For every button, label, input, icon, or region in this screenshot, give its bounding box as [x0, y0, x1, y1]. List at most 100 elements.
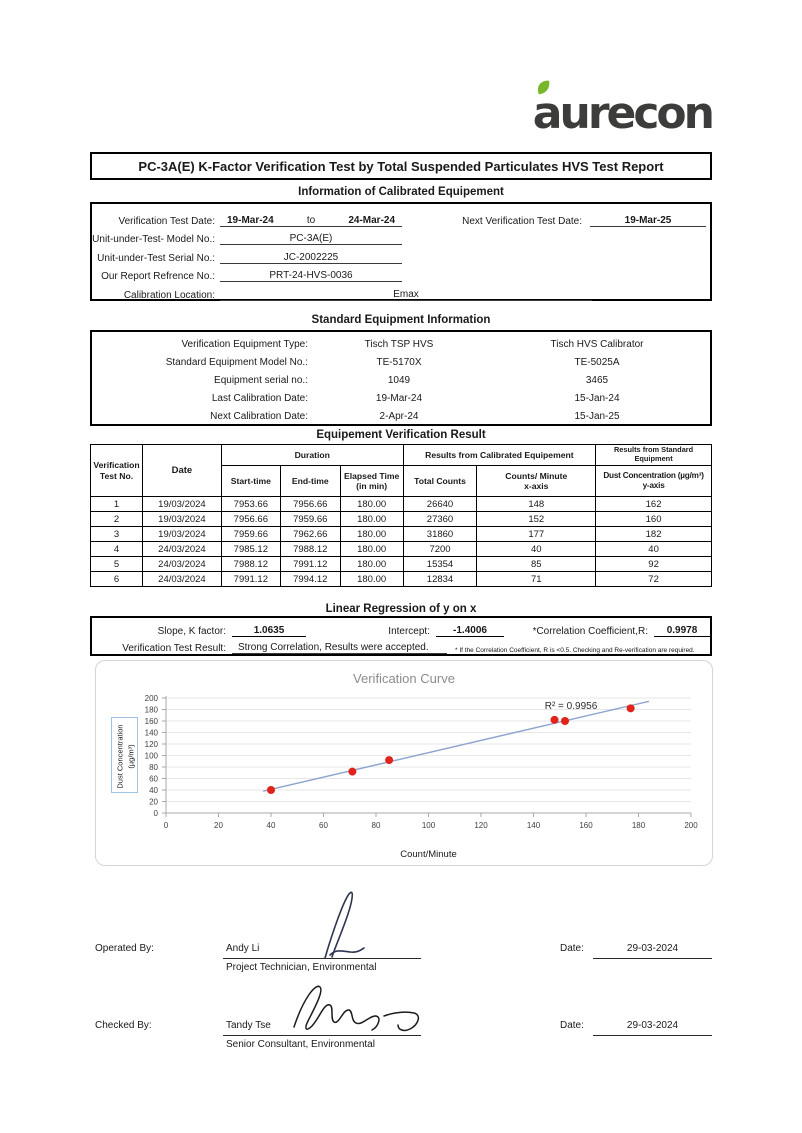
signature-operated	[324, 891, 365, 959]
operated-date-value: 29-03-2024	[626, 943, 679, 954]
date-to: 24-Mar-24	[348, 214, 396, 226]
checked-signature-line	[223, 1035, 421, 1036]
serial-label: Unit-under-Test Serial No.:	[97, 252, 215, 264]
cell: 7956.66	[220, 511, 281, 527]
info-box: Verification Test Date: 19-Mar-24 to 24-…	[90, 202, 712, 301]
col-header-calibrated: Results from Calibrated Equipement	[402, 444, 597, 466]
std-label: Next Calibration Date:	[210, 410, 308, 422]
col-header-end: End-time	[279, 465, 341, 497]
cell: 27360	[402, 511, 478, 527]
std-row: Next Calibration Date: 2-Apr-24 15-Jan-2…	[92, 407, 710, 425]
x-axis-label: Count/Minute	[400, 849, 457, 860]
standard-equipment-box: Verification Equipment Type: Tisch TSP H…	[90, 330, 712, 426]
data-point	[550, 715, 559, 724]
data-point	[385, 756, 394, 765]
data-point	[267, 786, 275, 794]
regression-values-row: Slope, K factor: 1.0635 Intercept: -1.40…	[92, 622, 710, 637]
y-tick-label: 140	[145, 728, 159, 737]
std-row: Last Calibration Date: 19-Mar-24 15-Jan-…	[92, 389, 710, 407]
std-row: Equipment serial no.: 1049 3465	[92, 372, 710, 390]
model-label: Unit-under-Test- Model No.:	[92, 234, 215, 245]
next-date-value: 19-Mar-25	[590, 215, 706, 227]
y-tick-label: 120	[145, 740, 159, 749]
cell: 148	[476, 496, 597, 512]
cell: 7962.66	[279, 526, 341, 542]
results-table: Verification Test No. Date Duration Resu…	[90, 444, 712, 587]
test-date-label: Verification Test Date:	[118, 215, 215, 227]
info-row-location: Calibration Location: Emax	[92, 283, 710, 302]
aurecon-logo: aurecon	[533, 78, 715, 144]
col-header-date: Date	[141, 444, 222, 497]
cell: 7991.12	[279, 556, 341, 572]
cell: 31860	[402, 526, 478, 542]
cell: 182	[595, 526, 712, 542]
cell: 180.00	[339, 571, 404, 587]
col-header-test-no: Verification Test No.	[90, 444, 143, 497]
cell: 7953.66	[220, 496, 281, 512]
date-from: 19-Mar-24	[226, 214, 274, 226]
serial-value: JC-2002225	[220, 252, 402, 264]
std-col1: 19-Mar-24	[375, 392, 423, 404]
cell: 24/03/2024	[141, 571, 222, 587]
model-value: PC-3A(E)	[220, 233, 402, 245]
y-tick-label: 80	[149, 763, 158, 772]
col-header-total-counts: Total Counts	[402, 465, 478, 497]
location-value: Emax	[220, 289, 592, 301]
x-tick-label: 200	[684, 821, 698, 830]
next-date-label: Next Verification Test Date:	[462, 215, 582, 227]
info-row-model: Unit-under-Test- Model No.: PC-3A(E)	[92, 228, 710, 247]
cell: 1	[90, 496, 143, 512]
checked-by-label: Checked By:	[95, 1020, 152, 1031]
info-row-report: Our Report Refrence No.: PRT-24-HVS-0036	[92, 265, 710, 284]
report-title: PC-3A(E) K-Factor Verification Test by T…	[90, 152, 712, 180]
slope-value: 1.0635	[232, 625, 306, 637]
std-label: Last Calibration Date:	[211, 392, 308, 404]
cell: 7988.12	[279, 541, 341, 557]
y-tick-label: 60	[149, 774, 158, 783]
cell: 7200	[402, 541, 478, 557]
regression-section-heading: Linear Regression of y on x	[325, 603, 477, 615]
signature-checked	[293, 985, 420, 1032]
x-tick-label: 40	[267, 821, 276, 830]
table-header-row-1: Verification Test No. Date Duration Resu…	[90, 444, 712, 497]
x-tick-label: 140	[527, 821, 541, 830]
cell: 180.00	[339, 511, 404, 527]
chart-plot-area: 0 20 40 60 80 100 120 140 160 180 200 0 20 40 60 80 100 1…	[145, 694, 699, 830]
r-squared-annotation: R² = 0.9956	[544, 701, 598, 712]
result-label: Verification Test Result:	[122, 643, 226, 654]
cell: 71	[476, 571, 597, 587]
x-tick-label: 60	[319, 821, 328, 830]
cell: 19/03/2024	[141, 496, 222, 512]
operated-name: Andy Li	[226, 943, 260, 954]
correlation-label: *Correlation Coefficient,R:	[532, 626, 648, 637]
table-row: 2 19/03/2024 7956.66 7959.66 180.00 27360 152 1…	[90, 511, 712, 527]
cell: 6	[90, 571, 143, 587]
col-header-counts-min: Counts/ Minute x-axis	[476, 465, 597, 497]
cell: 7959.66	[279, 511, 341, 527]
std-label: Verification Equipment Type:	[181, 339, 308, 351]
data-point	[561, 717, 569, 725]
std-label: Equipment serial no.:	[214, 374, 308, 386]
x-tick-label: 20	[214, 821, 223, 830]
correlation-footnote: * If the Correlation Coefficient, R is <…	[455, 647, 695, 654]
cell: 19/03/2024	[141, 511, 222, 527]
col-header-start: Start-time	[220, 465, 281, 497]
info-row-serial: Unit-under-Test Serial No.: JC-2002225	[92, 246, 710, 265]
intercept-label: Intercept:	[388, 626, 430, 637]
regression-box: Slope, K factor: 1.0635 Intercept: -1.40…	[90, 616, 712, 656]
test-date-range: 19-Mar-24 to 24-Mar-24	[220, 215, 402, 227]
cell: 72	[595, 571, 712, 587]
cell: 7991.12	[220, 571, 281, 587]
col-header-standard: Results from Standard Equipment	[595, 444, 712, 466]
location-label: Calibration Location:	[123, 289, 215, 301]
cell: 40	[595, 541, 712, 557]
col-header-duration: Duration	[220, 444, 404, 466]
std-col1: 2-Apr-24	[379, 410, 419, 422]
info-section-heading: Information of Calibrated Equipement	[298, 186, 504, 198]
data-point	[626, 704, 635, 713]
std-col2: 15-Jan-24	[574, 392, 620, 404]
cell: 160	[595, 511, 712, 527]
cell: 5	[90, 556, 143, 572]
std-col1: Tisch TSP HVS	[364, 339, 434, 351]
